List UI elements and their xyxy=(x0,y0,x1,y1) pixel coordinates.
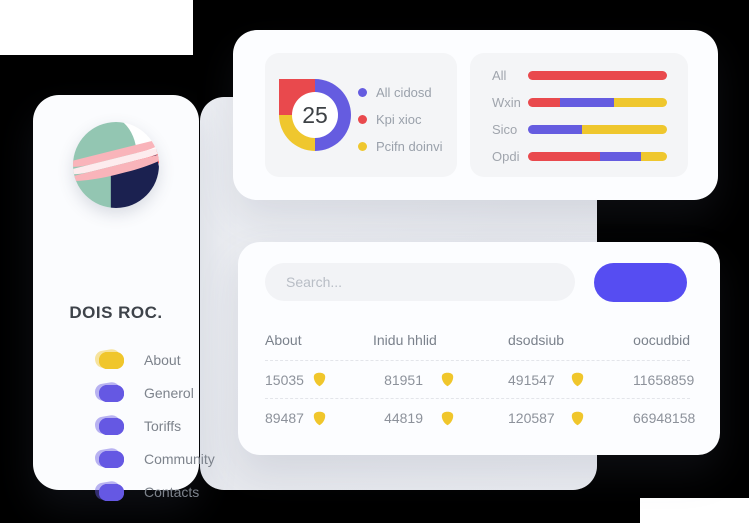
column-header: About xyxy=(265,332,302,348)
shield-icon xyxy=(441,411,454,425)
community-blob-icon xyxy=(99,450,124,468)
shield-icon xyxy=(571,372,584,387)
table-row[interactable]: 89487 44819 120587 66948158 xyxy=(265,399,695,437)
bar-row: Wxin xyxy=(492,94,667,110)
sidebar-item-contacts[interactable]: Contacts xyxy=(99,482,215,502)
sidebar-item-generol[interactable]: Generol xyxy=(99,383,215,403)
table-cell: 44819 xyxy=(373,410,508,426)
search-row xyxy=(265,263,687,302)
table-cell: 120587 xyxy=(508,410,633,426)
sidebar: DOIS ROC. About Generol Toriffs Communit… xyxy=(33,95,215,501)
contacts-blob-icon xyxy=(99,483,124,501)
sidebar-item-community[interactable]: Community xyxy=(99,449,215,469)
data-table: About Inidu hhlid dsodsiub oocudbid 1503… xyxy=(265,332,695,437)
column-header: Inidu hhlid xyxy=(373,332,437,348)
donut-center-value: 25 xyxy=(292,92,338,138)
bar-row: Sico xyxy=(492,121,667,137)
legend-dot-blue xyxy=(358,88,367,97)
stacked-bar-chart: All Wxin Sico Opdi xyxy=(470,53,688,177)
about-blob-icon xyxy=(99,351,124,369)
table-cell: 89487 xyxy=(265,410,373,426)
bar-track-sico xyxy=(528,124,667,134)
table-cell: 491547 xyxy=(508,372,633,388)
shield-icon xyxy=(441,372,454,387)
primary-button[interactable] xyxy=(594,263,687,302)
legend-dot-red xyxy=(358,115,367,124)
background-rect-top-left xyxy=(0,0,193,55)
shield-icon xyxy=(313,372,326,387)
donut-legend: All cidosd Kpi xioc Pcifn doinvi xyxy=(358,85,442,154)
table-cell: 15035 xyxy=(265,372,373,388)
table-row[interactable]: 15035 81951 491547 11658859 xyxy=(265,361,694,399)
stacked-bars-panel: All Wxin Sico Opdi xyxy=(470,53,688,177)
donut-chart: 25 xyxy=(279,79,351,151)
legend-item: Kpi xioc xyxy=(358,112,442,127)
background-rect-bottom-right xyxy=(640,498,749,523)
table-header-row: About Inidu hhlid dsodsiub oocudbid xyxy=(265,332,690,361)
legend-dot-yellow xyxy=(358,142,367,151)
table-cell: 81951 xyxy=(373,372,508,388)
shield-icon xyxy=(571,411,584,425)
bar-track-all xyxy=(528,70,667,80)
toriffs-blob-icon xyxy=(99,417,124,435)
bar-row: All xyxy=(492,67,667,83)
shield-icon xyxy=(313,411,326,425)
bar-track-wxin xyxy=(528,97,667,107)
column-header: dsodsiub xyxy=(508,332,565,348)
donut-chart-panel: 25 All cidosd Kpi xioc Pcifn doinvi xyxy=(265,53,457,177)
search-input[interactable] xyxy=(265,263,575,301)
table-cell: 66948158 xyxy=(633,410,696,426)
column-header: oocudbid xyxy=(633,332,690,348)
table-card: About Inidu hhlid dsodsiub oocudbid 1503… xyxy=(238,242,720,455)
bar-track-opdi xyxy=(528,151,667,161)
sidebar-menu: About Generol Toriffs Community Contacts… xyxy=(99,350,215,523)
sidebar-item-about[interactable]: About xyxy=(99,350,215,370)
sidebar-item-toriffs[interactable]: Toriffs xyxy=(99,416,215,436)
table-cell: 11658859 xyxy=(633,371,695,388)
legend-item: All cidosd xyxy=(358,85,442,100)
brand-title: DOIS ROC. xyxy=(69,303,163,322)
legend-item: Pcifn doinvi xyxy=(358,139,442,154)
bar-row: Opdi xyxy=(492,148,667,164)
logo xyxy=(73,122,159,208)
charts-card: 25 All cidosd Kpi xioc Pcifn doinvi xyxy=(233,30,718,200)
generol-blob-icon xyxy=(99,384,124,402)
